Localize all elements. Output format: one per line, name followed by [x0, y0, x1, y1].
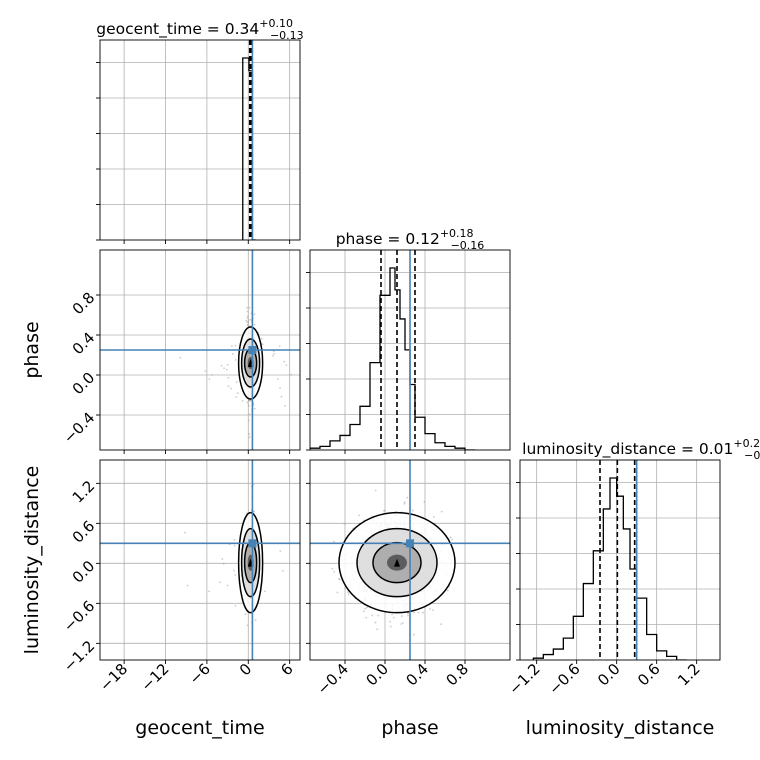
y-tick-label: 0.4: [69, 329, 99, 359]
panel-frame: [519, 459, 721, 661]
panel-frame: [99, 39, 301, 241]
y-axis-label-luminosity_distance: luminosity_distance: [21, 466, 43, 655]
x-tick-label: −18: [96, 660, 131, 695]
x-tick-label: 0: [236, 660, 255, 679]
x-tick-label: 1.2: [674, 660, 704, 690]
x-tick-label: 6: [277, 660, 296, 679]
panel-frame: [99, 459, 301, 661]
histogram-luminosity_distance: [532, 477, 687, 660]
panel-geocent_time-vs-phase: −0.4 0.0 0.4 0.8: [60, 249, 301, 454]
y-tick-label: −1.2: [60, 637, 98, 675]
panel-frame: [99, 249, 301, 451]
panel-geocent_time: geocent_time = 0.34+0.10 −0.13: [96, 17, 304, 244]
histogram-geocent_time: [242, 57, 256, 240]
y-axis-label-phase: phase: [21, 321, 43, 378]
truth-marker: [248, 346, 257, 354]
panel-frame: [309, 249, 511, 451]
x-tick-label: 0.8: [442, 660, 472, 690]
y-tick-label: 0.6: [69, 517, 99, 547]
density-peak: [394, 558, 400, 567]
x-tick-label: 0.0: [594, 660, 624, 690]
x-axis-label-phase: phase: [381, 717, 438, 739]
x-tick-label: −1.2: [505, 660, 543, 698]
x-tick-label: −0.6: [545, 660, 583, 698]
y-tick-label: 0.0: [69, 557, 99, 587]
truth-marker: [248, 539, 257, 548]
panel-geocent_time-vs-luminosity_distance: −18 −12 −6 0 6 −1.2−0.6 0.0 0.6 1.2: [60, 459, 301, 695]
title-phase: phase = 0.12+0.18 −0.16: [336, 227, 485, 252]
x-axis-label-luminosity_distance: luminosity_distance: [526, 717, 715, 739]
x-axis-label-geocent_time: geocent_time: [135, 717, 264, 739]
x-tick-label: 0.6: [634, 660, 664, 690]
x-tick-label: 0.0: [362, 660, 392, 690]
title-luminosity_distance: luminosity_distance = 0.01+0.26−0.26: [522, 437, 760, 462]
y-tick-label: 1.2: [69, 477, 99, 507]
y-tick-label: 0.0: [69, 369, 99, 399]
y-tick-label: −0.6: [60, 597, 98, 635]
truth-marker: [406, 539, 414, 548]
x-tick-label: −0.4: [314, 660, 352, 698]
histogram-phase: [310, 267, 475, 450]
x-tick-label: 0.4: [402, 660, 432, 690]
y-tick-label: −0.4: [60, 409, 98, 447]
x-tick-label: −6: [186, 660, 214, 688]
panel-phase-vs-luminosity_distance: −0.4 0.0 0.4 0.8: [306, 459, 511, 698]
panel-luminosity_distance: −1.2 −0.6 0.0 0.6 1.2 luminosity_distance = 0…: [505, 437, 760, 698]
title-geocent_time: geocent_time = 0.34+0.10 −0.13: [96, 17, 303, 42]
y-tick-label: 0.8: [69, 289, 99, 319]
panel-phase: phase = 0.12+0.18 −0.16: [306, 227, 511, 454]
x-tick-label: −12: [137, 660, 172, 695]
panel-frame: [309, 459, 511, 661]
